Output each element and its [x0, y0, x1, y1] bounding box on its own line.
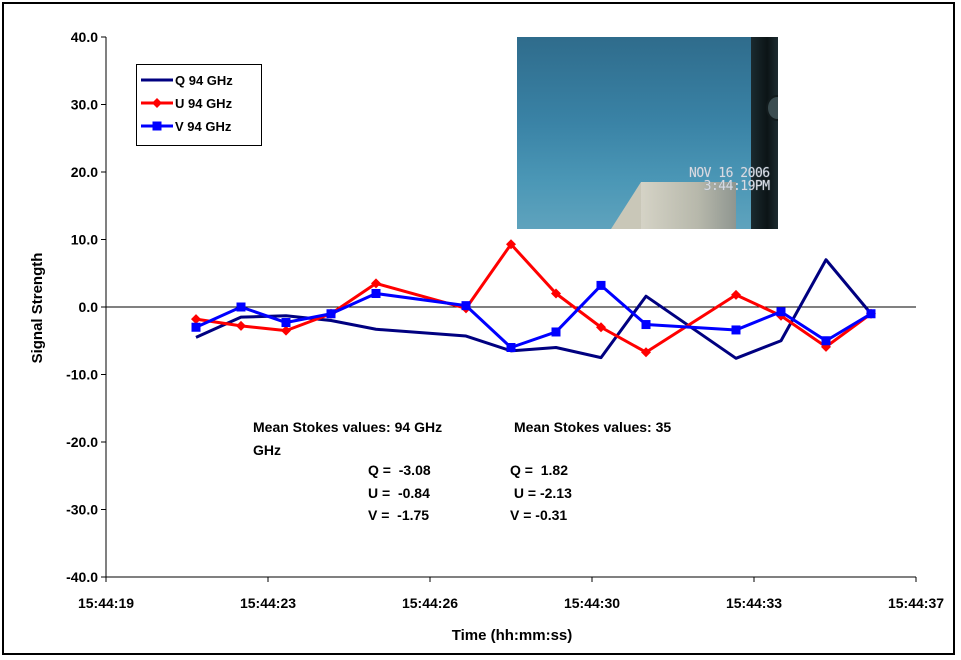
series-line	[195, 242, 872, 354]
legend-item: V 94 GHz	[137, 117, 261, 137]
legend-label: V 94 GHz	[175, 119, 232, 134]
data-point	[596, 280, 606, 290]
data-point	[551, 288, 561, 299]
y-tick-label: 40.0	[71, 29, 98, 45]
series-line	[195, 258, 873, 360]
x-tick-label: 15:44:26	[402, 595, 458, 611]
aircraft-wing-body	[641, 182, 736, 229]
y-tick-label: -20.0	[66, 434, 98, 450]
data-point	[236, 302, 246, 312]
x-tick-label: 15:44:37	[888, 595, 944, 611]
photo-time: 3:44:19PM	[703, 179, 770, 194]
mean-q-94: Q = -3.08	[368, 462, 431, 478]
y-tick-label: 10.0	[71, 232, 98, 248]
data-point	[236, 320, 246, 331]
data-point	[596, 322, 606, 333]
window-bolt	[766, 95, 778, 121]
data-point	[641, 320, 651, 330]
data-point	[281, 325, 291, 336]
mean-u-35: U = -2.13	[510, 485, 572, 501]
mean-heading-94-unit: GHz	[253, 442, 281, 458]
series-line	[195, 283, 872, 349]
series-v	[191, 280, 876, 352]
data-point	[326, 309, 336, 319]
x-tick-label: 15:44:23	[240, 595, 296, 611]
y-tick-label: 0.0	[79, 299, 99, 315]
legend-item: Q 94 GHz	[137, 71, 261, 91]
legend-swatch-marker	[152, 121, 162, 131]
legend-swatch	[141, 78, 173, 82]
legend-swatch	[141, 98, 173, 108]
y-tick-label: -40.0	[66, 569, 98, 585]
y-axis-label: Signal Strength	[29, 253, 46, 364]
photo-timestamp: NOV 16 2006 3:44:19PM	[689, 167, 770, 193]
photo-date: NOV 16 2006	[689, 166, 770, 181]
mean-heading-35: Mean Stokes values: 35	[514, 419, 672, 435]
legend-label: U 94 GHz	[175, 96, 233, 111]
mean-v-94: V = -1.75	[368, 507, 430, 523]
chart-axes: 40.0 30.0 20.0 10.0 0.0 -10.0 -20.0 -30.0 -40.0 1…	[66, 29, 944, 611]
data-point	[371, 289, 381, 298]
data-point	[551, 327, 561, 337]
chart-legend: Q 94 GHz U 94 GHz V 94 GHz	[136, 64, 262, 146]
data-point	[191, 322, 201, 332]
data-point	[776, 307, 786, 317]
data-point	[731, 289, 741, 300]
data-point	[506, 343, 516, 352]
legend-swatch	[141, 121, 173, 131]
legend-label: Q 94 GHz	[175, 73, 233, 88]
data-point	[191, 314, 201, 325]
x-axis-label: Time (hh:mm:ss)	[452, 627, 573, 644]
mean-u-94: U = -0.84	[368, 485, 430, 501]
data-point	[821, 336, 831, 346]
x-tick-label: 15:44:33	[726, 595, 782, 611]
chart-series	[191, 239, 876, 360]
data-point	[461, 301, 471, 311]
y-tick-label: 20.0	[71, 164, 98, 180]
series-q	[195, 258, 873, 360]
data-point	[281, 318, 291, 328]
data-point	[506, 239, 516, 250]
aircraft-wing-shape	[611, 182, 641, 229]
legend-swatch-marker	[152, 98, 162, 108]
inset-photo: NOV 16 2006 3:44:19PM	[517, 37, 778, 229]
mean-heading-94: Mean Stokes values: 94 GHz	[253, 419, 443, 435]
data-point	[866, 309, 876, 319]
data-point	[371, 278, 381, 289]
data-point	[731, 325, 741, 335]
y-tick-label: 30.0	[71, 97, 98, 113]
window-frame	[751, 37, 778, 229]
y-tick-label: -10.0	[66, 367, 98, 383]
mean-q-35: Q = 1.82	[510, 462, 568, 478]
y-tick-label: -30.0	[66, 502, 98, 518]
mean-v-35: V = -0.31	[510, 507, 568, 523]
x-tick-label: 15:44:30	[564, 595, 620, 611]
x-tick-label: 15:44:19	[78, 595, 134, 611]
data-point	[641, 347, 651, 358]
legend-item: U 94 GHz	[137, 94, 261, 114]
